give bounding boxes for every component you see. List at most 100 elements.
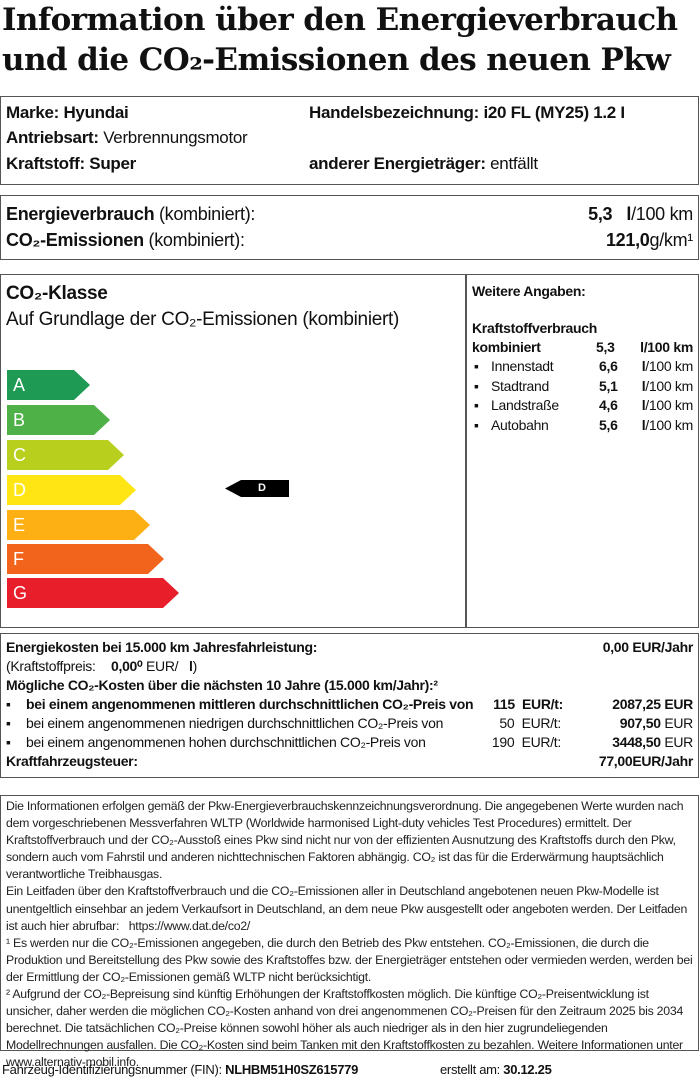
co2-price-unit: EUR/t: <box>521 715 562 731</box>
co2-price: 190 <box>491 734 515 750</box>
kombiniert-unit: l/100 km <box>640 339 693 355</box>
co2-kosten-heading: Mögliche CO₂-Kosten über die nächsten 10… <box>6 677 438 693</box>
preis-label: (Kraftstoffpreis: <box>6 658 96 674</box>
divider <box>465 275 467 627</box>
energiekosten-label: Energiekosten bei 15.000 km Jahresfahrle… <box>6 639 318 655</box>
co2-price: 50 <box>499 715 515 731</box>
class-bar-f: F <box>7 544 164 574</box>
weitere-item-value: 4,6 <box>599 397 618 413</box>
energie-unit-l: l <box>626 204 632 224</box>
vehicle-box: Marke: Hyundai Handelsbezeichnung: i20 F… <box>0 96 699 185</box>
class-bar-d: D <box>7 475 136 505</box>
anderer-energietraeger: entfällt <box>490 154 538 173</box>
antrieb-label: Antriebsart: <box>6 128 99 147</box>
class-bar-b: B <box>7 405 110 435</box>
bullet-icon: ▪ <box>474 358 479 374</box>
class-bar-a: A <box>7 370 90 400</box>
bullet-icon: ▪ <box>6 734 11 750</box>
steuer-label: Kraftfahrzeugsteuer: <box>6 753 138 769</box>
class-bar-c: C <box>7 440 124 470</box>
class-bar-g: G <box>7 578 179 608</box>
weitere-item-unit: /100 km <box>645 358 693 374</box>
bullet-icon: ▪ <box>474 397 479 413</box>
energie-unit: /100 km <box>631 204 693 224</box>
weitere-sub: Kraftstoffverbrauch <box>472 320 597 336</box>
co2-price: 115 <box>493 696 515 712</box>
marke: Hyundai <box>63 103 129 122</box>
co2-class-box: CO₂-Klasse Auf Grundlage der CO₂-Emissio… <box>0 274 699 628</box>
weitere-item-label: Innenstadt <box>491 358 554 374</box>
co2-value: 121,0 <box>605 230 650 250</box>
current-class-pointer: D <box>225 480 289 497</box>
title-line-2: und die CO₂-Emissionen des neuen Pkw <box>2 42 671 78</box>
preis-l: l <box>189 658 193 674</box>
weitere-item-label: Autobahn <box>491 416 549 433</box>
handelsbezeichnung: i20 FL (MY25) 1.2 I <box>483 103 625 122</box>
co2-cost-value: 3448,50 <box>612 734 661 750</box>
marke-label: Marke: <box>6 103 60 122</box>
bullet-icon: ▪ <box>474 377 479 394</box>
co2-price-unit: EUR/t: <box>521 734 562 750</box>
note-paragraph-1: Die Informationen erfolgen gemäß der Pkw… <box>6 799 684 882</box>
date-label: erstellt am: <box>440 1062 500 1077</box>
bullet-icon: ▪ <box>474 416 479 433</box>
handel-label: Handelsbezeichnung: <box>309 103 479 122</box>
class-bar-e: E <box>7 510 150 540</box>
weitere-heading: Weitere Angaben: <box>472 283 586 299</box>
co2-class-heading: CO₂-Klasse <box>6 283 108 304</box>
anderer-label: anderer Energieträger: <box>309 154 486 173</box>
co2-cost-currency: EUR <box>664 715 693 731</box>
energie-value: 5,3 <box>588 204 613 224</box>
weitere-item-unit-l: l <box>641 416 646 433</box>
co2-cost-currency: EUR <box>664 696 693 712</box>
consumption-box: Energieverbrauch (kombiniert): 5,3 l/100… <box>0 195 699 260</box>
steuer-unit: EUR/Jahr <box>632 753 693 769</box>
fin-label: Fahrzeug-Identifizierungsnummer (FIN): <box>2 1062 222 1077</box>
weitere-item-value: 5,1 <box>599 377 618 394</box>
co2-suffix: (kombiniert): <box>148 230 245 250</box>
created-date: 30.12.25 <box>503 1062 552 1077</box>
co2-cost-row-text: bei einem angenommenen hohen durchschnit… <box>26 734 426 750</box>
co2-cost-currency: EUR <box>664 734 693 750</box>
leitfaden-link[interactable]: https://www.dat.de/co2/ <box>128 918 251 933</box>
co2-cost-value: 907,50 <box>619 715 661 731</box>
costs-box: Energiekosten bei 15.000 km Jahresfahrle… <box>0 633 699 778</box>
co2-label: CO₂-Emissionen <box>6 230 144 250</box>
preis-unit: EUR/ <box>145 658 179 674</box>
antriebsart: Verbrennungsmotor <box>103 128 248 147</box>
co2-cost-row-text: bei einem angenommenen mittleren durchsc… <box>26 696 474 712</box>
fin: NLHBM51H0SZ615779 <box>225 1062 359 1077</box>
weitere-item-unit: /100 km <box>645 397 693 413</box>
energie-label: Energieverbrauch <box>6 204 155 224</box>
bullet-icon: ▪ <box>6 696 11 712</box>
title-line-1: Information über den Energieverbrauch <box>2 2 678 38</box>
bullet-icon: ▪ <box>6 715 11 731</box>
footnote-2: ² Aufgrund der CO₂-Bepreisung sind künft… <box>6 987 684 1070</box>
preis-value: 0,00⁰ <box>111 658 143 674</box>
weitere-item-label: Stadtrand <box>491 377 550 394</box>
kraftstoff: Super <box>89 154 136 173</box>
preis-close: ) <box>192 658 198 674</box>
co2-cost-row-text: bei einem angenommenen niedrigen durchsc… <box>26 715 444 731</box>
weitere-item-unit-l: l <box>641 377 646 394</box>
co2-price-unit: EUR/t: <box>522 696 563 712</box>
note-paragraph-2: Ein Leitfaden über den Kraftstoffverbrau… <box>6 884 688 933</box>
weitere-item-unit-l: l <box>641 358 646 374</box>
weitere-item-value: 5,6 <box>599 416 618 433</box>
steuer-value: 77,00 <box>598 753 633 769</box>
footnote-1: ¹ Es werden nur die CO₂-Emissionen angeg… <box>6 935 693 984</box>
kraftstoff-label: Kraftstoff: <box>6 154 85 173</box>
weitere-item-unit: /100 km <box>645 377 693 394</box>
kombiniert-label: kombiniert <box>472 339 541 355</box>
co2-class-subheading: Auf Grundlage der CO₂-Emissionen (kombin… <box>6 309 400 330</box>
weitere-item-unit-l: l <box>641 397 646 413</box>
energiekosten-value: 0,00 EUR/Jahr <box>602 639 694 655</box>
weitere-item-unit: /100 km <box>645 416 693 433</box>
energie-suffix: (kombiniert): <box>158 204 256 224</box>
weitere-item-label: Landstraße <box>491 397 559 413</box>
co2-cost-value: 2087,25 <box>612 696 661 712</box>
notes-box: Die Informationen erfolgen gemäß der Pkw… <box>0 795 699 1069</box>
co2-unit: g/km¹ <box>649 230 693 250</box>
weitere-item-value: 6,6 <box>599 358 618 374</box>
kombiniert-value: 5,3 <box>596 339 615 355</box>
